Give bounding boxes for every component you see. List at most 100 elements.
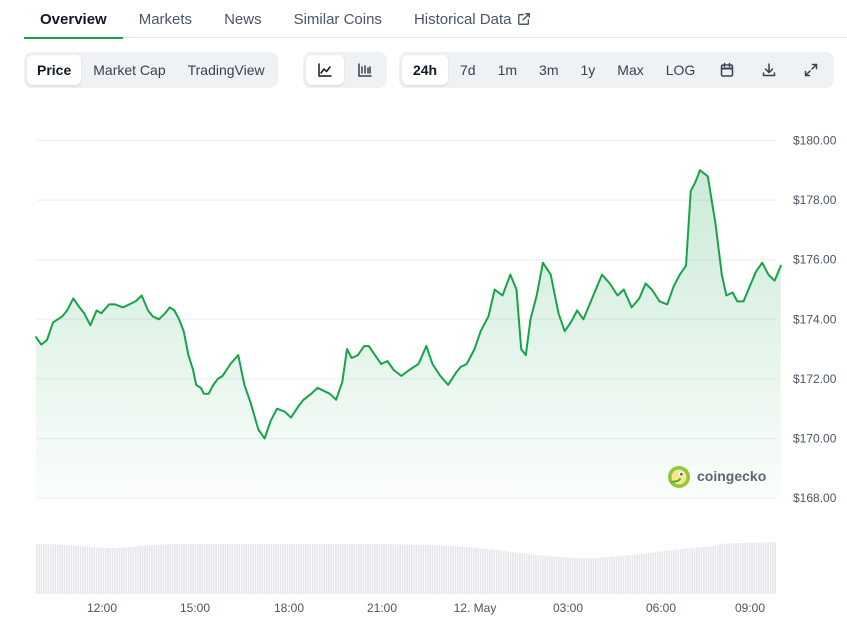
volume-bar bbox=[542, 555, 544, 594]
download-button[interactable] bbox=[749, 55, 789, 85]
x-tick-label: 06:00 bbox=[646, 601, 676, 615]
volume-bar bbox=[739, 543, 742, 594]
volume-bar bbox=[774, 542, 776, 594]
volume-bar bbox=[222, 544, 224, 594]
volume-bar bbox=[367, 544, 369, 594]
volume-bar bbox=[470, 547, 473, 594]
volume-bar bbox=[369, 544, 372, 594]
volume-bar bbox=[176, 544, 178, 594]
volume-bar bbox=[746, 542, 749, 594]
x-tick-label: 09:00 bbox=[735, 601, 765, 615]
volume-bar bbox=[245, 544, 247, 594]
volume-bar bbox=[753, 542, 756, 594]
volume-bar bbox=[420, 544, 422, 594]
y-tick-label: $178.00 bbox=[793, 193, 837, 207]
tab-tradingview[interactable]: TradingView bbox=[187, 62, 265, 78]
volume-bar bbox=[588, 558, 590, 594]
calendar-icon bbox=[721, 62, 734, 77]
volume-bar bbox=[532, 554, 535, 594]
x-tick-label: 03:00 bbox=[553, 601, 583, 615]
volume-bars bbox=[36, 542, 776, 594]
volume-bar bbox=[732, 543, 735, 594]
volume-bar bbox=[643, 553, 645, 594]
volume-bar bbox=[105, 547, 107, 594]
x-tick-label: 18:00 bbox=[274, 601, 304, 615]
volume-bar bbox=[555, 556, 558, 594]
tab-market-cap[interactable]: Market Cap bbox=[93, 62, 166, 78]
volume-bar bbox=[70, 545, 73, 594]
tab-similar-coins[interactable]: Similar Coins bbox=[278, 0, 398, 38]
volume-bar bbox=[171, 544, 174, 594]
candlestick-chart-button[interactable] bbox=[346, 55, 384, 85]
volume-bar bbox=[440, 545, 443, 594]
volume-bar bbox=[433, 545, 436, 594]
volume-bar bbox=[742, 542, 744, 594]
volume-bar bbox=[344, 544, 346, 594]
range-1y[interactable]: 1y bbox=[580, 62, 596, 78]
tab-price[interactable]: Price bbox=[27, 55, 82, 85]
volume-bar bbox=[390, 544, 392, 594]
volume-bar bbox=[376, 544, 378, 594]
volume-bar bbox=[765, 542, 767, 594]
volume-bar bbox=[413, 544, 415, 594]
volume-bar bbox=[523, 553, 526, 594]
volume-bar bbox=[220, 544, 222, 594]
volume-bar bbox=[164, 544, 167, 594]
price-chart[interactable]: $168.00 $170.00 $172.00 $174.00 $176.00 $178.… bbox=[0, 100, 847, 631]
tab-historical-data[interactable]: Historical Data bbox=[398, 0, 548, 38]
range-7d[interactable]: 7d bbox=[460, 62, 476, 78]
volume-bar bbox=[114, 547, 116, 594]
tab-similar-coins-label: Similar Coins bbox=[293, 10, 382, 28]
range-24h[interactable]: 24h bbox=[402, 55, 448, 85]
volume-bar bbox=[709, 546, 712, 594]
volume-bar bbox=[535, 554, 537, 594]
volume-bar bbox=[677, 549, 680, 594]
fullscreen-icon bbox=[805, 63, 818, 77]
volume-bar bbox=[98, 547, 100, 594]
price-area-fill bbox=[36, 170, 781, 499]
calendar-button[interactable] bbox=[707, 55, 747, 85]
volume-bar bbox=[364, 544, 367, 594]
volume-bar bbox=[767, 542, 769, 594]
fullscreen-button[interactable] bbox=[791, 55, 831, 85]
y-tick-label: $176.00 bbox=[793, 253, 837, 267]
range-1m[interactable]: 1m bbox=[497, 62, 518, 78]
tab-overview[interactable]: Overview bbox=[24, 0, 123, 39]
volume-bar bbox=[438, 545, 441, 594]
volume-bar bbox=[167, 544, 169, 594]
range-3m[interactable]: 3m bbox=[539, 62, 559, 78]
volume-bar bbox=[631, 554, 634, 594]
volume-bar bbox=[358, 544, 360, 594]
volume-bar bbox=[698, 547, 700, 594]
x-tick-label: 12. May bbox=[454, 601, 497, 615]
volume-bar bbox=[86, 546, 89, 594]
volume-bar bbox=[153, 545, 155, 594]
volume-bar bbox=[187, 544, 190, 594]
volume-bar bbox=[249, 544, 252, 594]
volume-bar bbox=[429, 545, 431, 594]
line-chart-button[interactable] bbox=[306, 55, 344, 85]
volume-bar bbox=[700, 547, 703, 594]
volume-bar bbox=[309, 544, 312, 594]
volume-bar bbox=[128, 547, 130, 594]
volume-bar bbox=[387, 544, 390, 594]
volume-bar bbox=[507, 551, 510, 594]
volume-bar bbox=[49, 544, 52, 594]
tab-news[interactable]: News bbox=[208, 0, 278, 38]
volume-bar bbox=[132, 546, 135, 594]
volume-bar bbox=[498, 550, 500, 594]
volume-bar bbox=[730, 543, 733, 594]
tab-markets[interactable]: Markets bbox=[123, 0, 208, 38]
volume-bar bbox=[199, 544, 201, 594]
volume-bar bbox=[475, 547, 477, 594]
volume-bar bbox=[206, 544, 208, 594]
volume-bar bbox=[259, 544, 261, 594]
volume-bar bbox=[256, 544, 259, 594]
volume-bar bbox=[116, 547, 119, 594]
volume-bar bbox=[238, 544, 240, 594]
volume-bar bbox=[571, 557, 574, 594]
volume-bar bbox=[539, 555, 542, 594]
range-max[interactable]: Max bbox=[617, 62, 644, 78]
log-scale-toggle[interactable]: LOG bbox=[665, 62, 696, 78]
volume-bar bbox=[148, 545, 151, 594]
